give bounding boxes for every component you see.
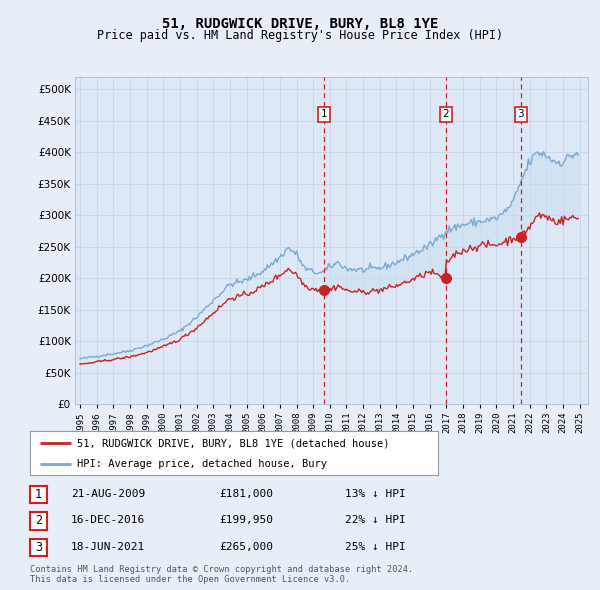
Text: HPI: Average price, detached house, Bury: HPI: Average price, detached house, Bury: [77, 459, 327, 469]
Text: £181,000: £181,000: [219, 489, 273, 499]
Text: This data is licensed under the Open Government Licence v3.0.: This data is licensed under the Open Gov…: [30, 575, 350, 584]
Text: 2: 2: [442, 110, 449, 120]
Text: 51, RUDGWICK DRIVE, BURY, BL8 1YE: 51, RUDGWICK DRIVE, BURY, BL8 1YE: [162, 17, 438, 31]
Text: 22% ↓ HPI: 22% ↓ HPI: [345, 516, 406, 525]
Text: 13% ↓ HPI: 13% ↓ HPI: [345, 489, 406, 499]
Text: 25% ↓ HPI: 25% ↓ HPI: [345, 542, 406, 552]
Text: 18-JUN-2021: 18-JUN-2021: [71, 542, 145, 552]
Text: 21-AUG-2009: 21-AUG-2009: [71, 489, 145, 499]
Text: Contains HM Land Registry data © Crown copyright and database right 2024.: Contains HM Land Registry data © Crown c…: [30, 565, 413, 574]
Text: 51, RUDGWICK DRIVE, BURY, BL8 1YE (detached house): 51, RUDGWICK DRIVE, BURY, BL8 1YE (detac…: [77, 438, 389, 448]
Text: £199,950: £199,950: [219, 516, 273, 525]
Text: 16-DEC-2016: 16-DEC-2016: [71, 516, 145, 525]
Text: 2: 2: [35, 514, 42, 527]
Text: 3: 3: [35, 541, 42, 554]
Text: Price paid vs. HM Land Registry's House Price Index (HPI): Price paid vs. HM Land Registry's House …: [97, 30, 503, 42]
Text: 1: 1: [35, 488, 42, 501]
Text: 1: 1: [320, 110, 327, 120]
Text: 3: 3: [517, 110, 524, 120]
Text: £265,000: £265,000: [219, 542, 273, 552]
